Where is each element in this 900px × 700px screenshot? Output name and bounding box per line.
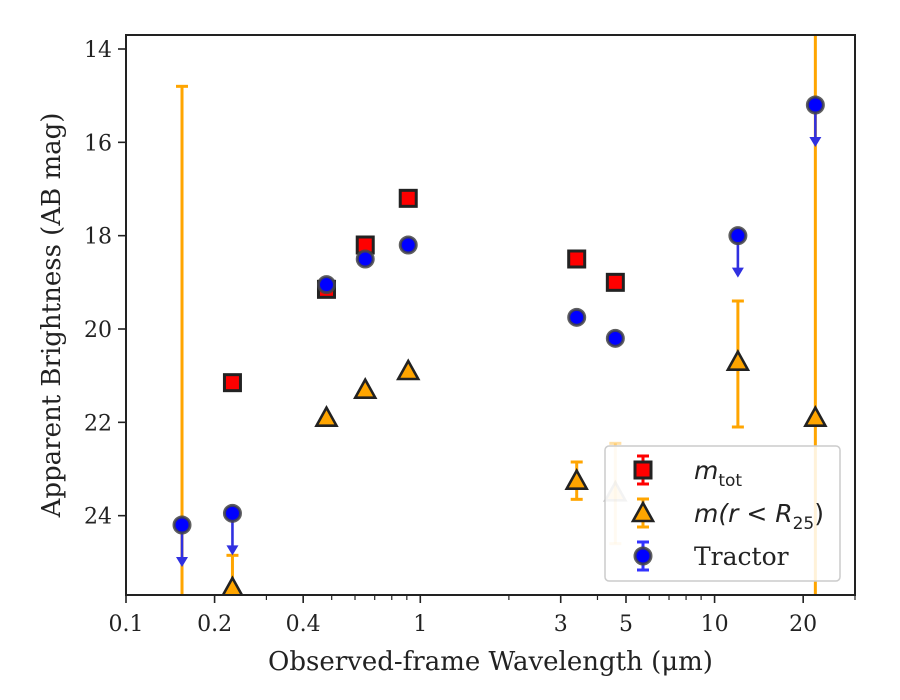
y-axis: 14 16 18 20 22 24 [84, 38, 126, 530]
mr25-marker [396, 358, 421, 381]
legend: mtot m(r < R25) Tractor [604, 445, 841, 582]
tractor-marker [605, 328, 625, 348]
tractor-marker [355, 249, 375, 269]
mtot-marker [605, 272, 625, 292]
mr25-marker [564, 467, 589, 490]
legend-label-sub: tot [718, 471, 742, 491]
mr25-marker [353, 376, 378, 399]
tractor-marker [222, 503, 242, 523]
tractor-marker [567, 307, 587, 327]
legend-label: m(r < R25) [694, 499, 824, 534]
legend-mtot-marker [633, 460, 653, 480]
legend-box [604, 445, 841, 582]
tractor-marker [172, 515, 192, 535]
x-tick-label: 0.1 [109, 612, 144, 637]
x-tick-label: 0.2 [197, 612, 232, 637]
legend-label-main: m [694, 456, 718, 485]
tractor-marker [805, 95, 825, 115]
legend-label: mtot [694, 456, 742, 491]
mr25-marker [314, 404, 339, 427]
legend-label: Tractor [694, 542, 789, 571]
x-tick-label: 10 [701, 612, 729, 637]
mr25-marker [725, 348, 751, 371]
x-axis-title: Observed-frame Wavelength (μm) [268, 647, 713, 677]
y-tick-label: 18 [84, 225, 112, 250]
tractor-marker [728, 226, 748, 246]
upper-limit-arrowhead [731, 267, 744, 278]
y-tick-label: 20 [84, 318, 112, 343]
upper-limit-arrowhead [809, 137, 822, 147]
y-tick-label: 24 [84, 505, 112, 530]
y-axis-title: Apparent Brightness (AB mag) [37, 113, 67, 519]
upper-limit-arrowhead [226, 545, 239, 556]
legend-label-main: m(r < R [694, 499, 793, 528]
tractor-marker [316, 275, 336, 295]
x-axis: 0.1 0.2 0.4 1 3 5 10 20 [109, 595, 856, 637]
x-tick-label: 0.4 [286, 612, 321, 637]
mr25-marker [221, 575, 244, 595]
legend-label-main: Tractor [694, 542, 789, 571]
y-tick-label: 22 [84, 411, 112, 436]
legend-label-suffix: ) [814, 499, 824, 528]
x-tick-label: 20 [789, 612, 817, 637]
x-tick-label: 5 [619, 612, 633, 637]
legend-label-sub: 25 [793, 514, 815, 534]
mtot-marker [398, 188, 418, 208]
legend-tractor-marker [633, 546, 653, 566]
y-tick-label: 16 [84, 131, 112, 156]
mtot-marker [567, 249, 587, 269]
x-tick-label: 1 [413, 612, 427, 637]
mr25-marker [803, 404, 828, 427]
y-tick-label: 14 [84, 38, 112, 63]
plot-frame [125, 34, 856, 596]
tractor-marker [398, 235, 418, 255]
mtot-marker [222, 373, 242, 393]
upper-limit-arrowhead [176, 557, 189, 567]
x-tick-label: 3 [554, 612, 568, 637]
legend-mr25-marker [630, 500, 656, 523]
